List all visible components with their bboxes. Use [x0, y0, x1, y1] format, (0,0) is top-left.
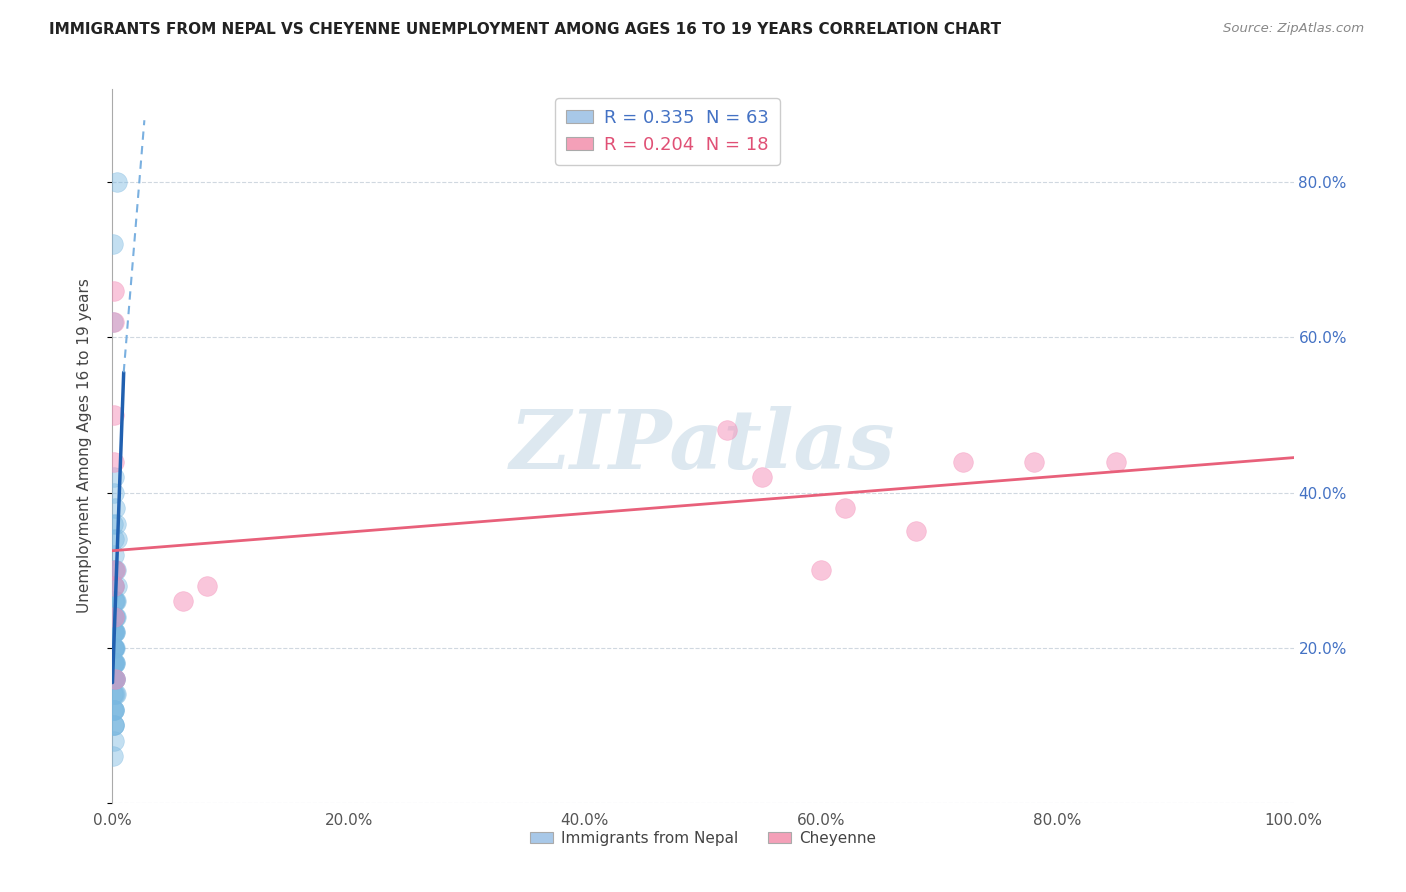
Point: [104, 687, 127, 701]
Point: [101, 703, 124, 717]
Point: [103, 470, 125, 484]
Point: [103, 609, 125, 624]
Point: [904, 524, 927, 539]
Point: [952, 454, 974, 468]
Point: [103, 656, 125, 670]
Point: [834, 501, 856, 516]
Point: [103, 532, 125, 546]
Point: [105, 175, 128, 189]
Point: [103, 594, 125, 608]
Point: [105, 516, 128, 531]
Point: [1022, 454, 1045, 468]
Point: [104, 501, 127, 516]
Point: [105, 594, 128, 608]
Point: [103, 718, 125, 732]
Point: [103, 718, 125, 732]
Point: [103, 703, 125, 717]
Point: [103, 284, 125, 298]
Point: [104, 672, 127, 686]
Point: [103, 485, 125, 500]
Point: [104, 640, 127, 655]
Point: [101, 749, 124, 764]
Point: [101, 609, 124, 624]
Point: [1105, 454, 1128, 468]
Point: [104, 609, 127, 624]
Point: [103, 640, 125, 655]
Point: [104, 594, 127, 608]
Point: [101, 516, 124, 531]
Point: [195, 579, 218, 593]
Point: [103, 640, 125, 655]
Point: [105, 609, 128, 624]
Point: [104, 563, 127, 577]
Point: [105, 563, 128, 577]
Point: [104, 672, 127, 686]
Point: [103, 548, 125, 562]
Point: [103, 454, 125, 468]
Point: [103, 563, 125, 577]
Point: [103, 625, 125, 640]
Point: [751, 470, 773, 484]
Point: [103, 718, 125, 732]
Point: [104, 609, 127, 624]
Point: [101, 656, 124, 670]
Point: [101, 672, 124, 686]
Point: [101, 687, 124, 701]
Point: [103, 408, 125, 422]
Point: [103, 579, 125, 593]
Y-axis label: Unemployment Among Ages 16 to 19 years: Unemployment Among Ages 16 to 19 years: [77, 278, 91, 614]
Point: [716, 424, 738, 438]
Point: [103, 640, 125, 655]
Text: IMMIGRANTS FROM NEPAL VS CHEYENNE UNEMPLOYMENT AMONG AGES 16 TO 19 YEARS CORRELA: IMMIGRANTS FROM NEPAL VS CHEYENNE UNEMPL…: [49, 22, 1001, 37]
Point: [103, 237, 125, 252]
Point: [105, 579, 128, 593]
Point: [103, 579, 125, 593]
Point: [103, 656, 125, 670]
Text: Source: ZipAtlas.com: Source: ZipAtlas.com: [1223, 22, 1364, 36]
Point: [103, 703, 125, 717]
Point: [103, 625, 125, 640]
Point: [103, 609, 125, 624]
Point: [104, 563, 127, 577]
Point: [103, 579, 125, 593]
Point: [103, 672, 125, 686]
Point: [810, 563, 832, 577]
Point: [104, 656, 127, 670]
Point: [103, 315, 125, 329]
Point: [103, 733, 125, 747]
Point: [104, 625, 127, 640]
Point: [105, 687, 128, 701]
Point: [103, 640, 125, 655]
Point: [101, 625, 124, 640]
Legend: Immigrants from Nepal, Cheyenne: Immigrants from Nepal, Cheyenne: [524, 825, 882, 852]
Point: [104, 672, 127, 686]
Point: [172, 594, 194, 608]
Point: [104, 656, 127, 670]
Point: [103, 703, 125, 717]
Point: [103, 672, 125, 686]
Point: [104, 672, 127, 686]
Text: ZIPatlas: ZIPatlas: [510, 406, 896, 486]
Point: [103, 687, 125, 701]
Point: [104, 625, 127, 640]
Point: [103, 625, 125, 640]
Point: [103, 640, 125, 655]
Point: [103, 656, 125, 670]
Point: [101, 315, 124, 329]
Point: [105, 532, 128, 546]
Point: [104, 594, 127, 608]
